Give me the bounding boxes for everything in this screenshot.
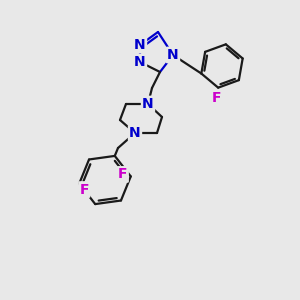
Text: F: F [80, 183, 89, 196]
Text: N: N [134, 38, 146, 52]
Text: N: N [167, 48, 179, 62]
Text: N: N [129, 126, 141, 140]
Text: F: F [118, 167, 128, 182]
Text: N: N [142, 97, 154, 111]
Text: F: F [212, 91, 221, 105]
Text: N: N [134, 55, 146, 69]
